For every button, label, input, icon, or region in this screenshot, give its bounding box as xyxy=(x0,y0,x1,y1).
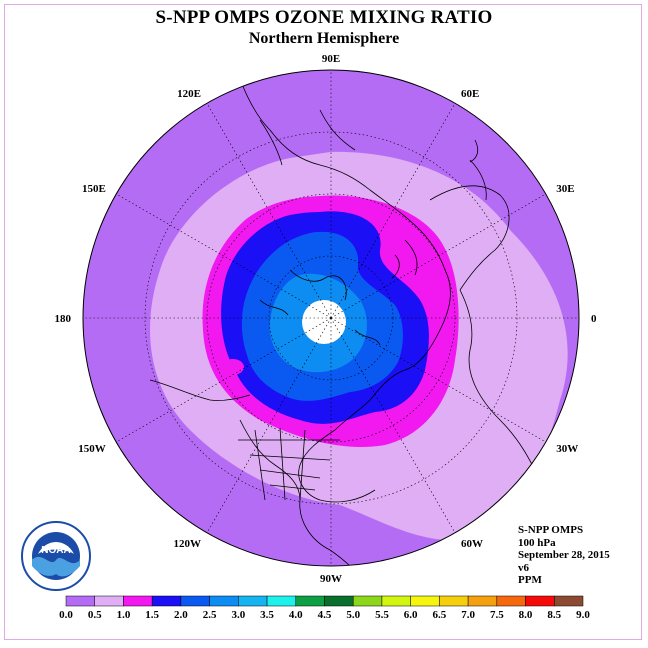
longitude-label: 60E xyxy=(461,88,479,100)
longitude-labels: 90E 60E 30E 0 30W 60W 90W 120W 150W 180 150E 120E xyxy=(55,53,598,585)
noaa-logo-text: NOAA xyxy=(41,545,70,556)
colorbar-tick-label: 1.5 xyxy=(145,609,159,621)
longitude-label: 30E xyxy=(556,183,574,195)
longitude-label: 120E xyxy=(177,88,201,100)
colorbar-swatch xyxy=(324,595,354,607)
colorbar-tick-label: 4.0 xyxy=(289,609,303,621)
date-label: September 28, 2015 xyxy=(518,549,610,561)
colorbar-tick-label: 0.0 xyxy=(59,609,73,621)
instrument-label: S-NPP OMPS xyxy=(518,524,584,536)
colorbar-swatch xyxy=(151,595,182,607)
colorbar-tick-label: 0.5 xyxy=(88,609,102,621)
colorbar-swatch xyxy=(467,595,498,607)
longitude-label: 150E xyxy=(82,183,106,195)
longitude-label: 120W xyxy=(174,538,202,550)
colorbar-swatches xyxy=(65,595,584,607)
map-subtitle: Northern Hemisphere xyxy=(248,30,400,47)
colorbar-swatch xyxy=(439,595,469,607)
version-label: v6 xyxy=(518,561,529,574)
longitude-label: 30W xyxy=(556,443,578,455)
colorbar-tick-label: 2.0 xyxy=(174,609,188,621)
colorbar-swatch xyxy=(295,595,325,607)
noaa-logo: NOAA xyxy=(20,520,92,592)
longitude-label: 150W xyxy=(78,443,106,455)
colorbar-tick-label: 5.0 xyxy=(346,609,360,621)
colorbar-swatch xyxy=(525,595,555,607)
low-ozone-pocket xyxy=(222,359,244,375)
pressure-level-label: 100 hPa xyxy=(518,536,556,549)
colorbar-tick-label: 8.5 xyxy=(547,609,561,621)
meridian-line xyxy=(116,193,332,319)
longitude-label: 90W xyxy=(320,573,342,585)
colorbar-swatch xyxy=(180,595,210,607)
colorbar-swatch xyxy=(554,595,584,607)
colorbar-tick-label: 7.5 xyxy=(490,609,504,621)
colorbar-tick-label: 3.5 xyxy=(260,609,274,621)
figure-frame xyxy=(4,4,642,640)
colorbar-swatch xyxy=(410,595,440,607)
colorbar-tick-label: 9.0 xyxy=(576,609,590,621)
units-label: PPM xyxy=(518,574,542,586)
colorbar-swatch xyxy=(381,595,411,607)
colorbar-swatch xyxy=(65,595,95,607)
colorbar-swatch xyxy=(352,595,383,607)
meridian-line xyxy=(330,317,546,443)
coastlines xyxy=(149,70,541,566)
meridian-line xyxy=(206,103,332,319)
longitude-label: 60W xyxy=(461,538,483,550)
longitude-label: 180 xyxy=(55,313,72,325)
colorbar-ticks: 0.0 0.5 1.0 1.5 2.0 2.5 3.0 3.5 4.0 4.5 5.0 5.5 6.0 6… xyxy=(59,609,590,621)
colorbar-tick-label: 1.0 xyxy=(117,609,131,621)
colorbar-swatch xyxy=(266,595,297,607)
meridian-lines xyxy=(83,70,579,566)
colorbar-swatch xyxy=(94,595,124,607)
longitude-label: 0 xyxy=(591,313,597,325)
colorbar-tick-label: 4.5 xyxy=(318,609,332,621)
meridian-line xyxy=(116,317,332,443)
colorbar-tick-label: 6.5 xyxy=(433,609,447,621)
meridian-line xyxy=(330,103,456,319)
longitude-label: 90E xyxy=(322,53,340,65)
colorbar-swatch xyxy=(123,595,153,607)
meridian-line xyxy=(330,193,546,319)
colorbar-swatch xyxy=(238,595,268,607)
colorbar-tick-label: 3.0 xyxy=(231,609,245,621)
colorbar-tick-label: 2.5 xyxy=(203,609,217,621)
info-block: S-NPP OMPS 100 hPa September 28, 2015 v6… xyxy=(518,524,610,587)
colorbar-tick-label: 6.0 xyxy=(404,609,418,621)
meridian-line xyxy=(206,317,332,533)
colorbar-tick-label: 5.5 xyxy=(375,609,389,621)
colorbar-tick-label: 8.0 xyxy=(519,609,533,621)
map-title: S-NPP OMPS OZONE MIXING RATIO xyxy=(155,7,493,28)
colorbar-swatch xyxy=(209,595,239,607)
map-border xyxy=(82,69,580,567)
colorbar-tick-label: 7.0 xyxy=(461,609,475,621)
colorbar-swatch xyxy=(496,595,526,607)
meridian-line xyxy=(330,317,456,533)
